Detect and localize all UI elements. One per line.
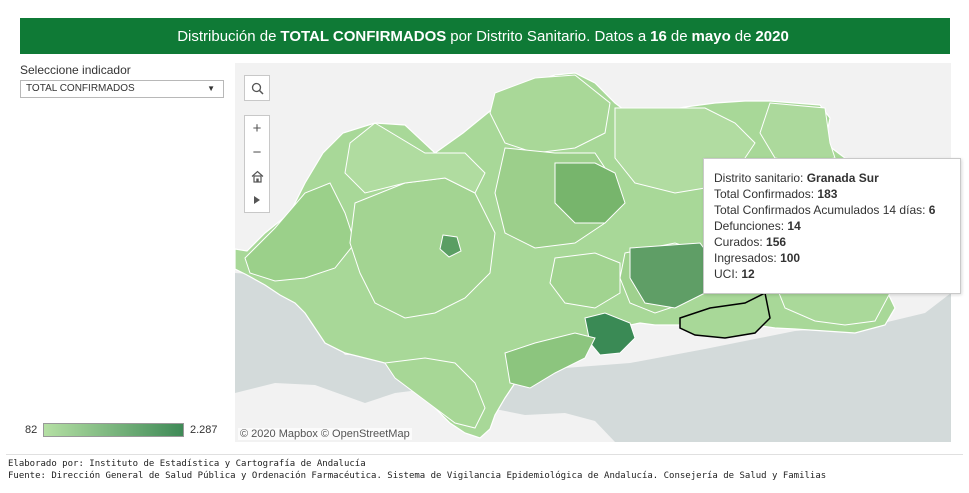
play-icon[interactable] <box>245 188 269 212</box>
district-granada-metro <box>629 242 716 309</box>
indicator-dropdown[interactable]: TOTAL CONFIRMADOS ▼ <box>20 80 224 98</box>
tooltip-def-value: 14 <box>787 219 801 233</box>
tooltip-ing-row: Ingresados: 100 <box>714 250 960 266</box>
district-cordoba-norte <box>489 74 611 154</box>
home-icon[interactable] <box>245 164 269 188</box>
tooltip-ing-label: Ingresados: <box>714 251 777 265</box>
district-granada-sur <box>679 291 771 339</box>
search-icon[interactable] <box>245 76 269 100</box>
footer-source: Fuente: Dirección General de Salud Públi… <box>8 471 827 481</box>
indicator-selector-label: Seleccione indicador <box>20 63 131 77</box>
legend-max-value: 2.287 <box>190 424 218 436</box>
title-year: 2020 <box>755 27 789 45</box>
title-de: de <box>670 27 688 45</box>
district-small-dark <box>439 234 462 258</box>
tooltip-def-row: Defunciones: 14 <box>714 218 960 234</box>
title-day: 16 <box>650 27 667 45</box>
tooltip-acum-label: Total Confirmados Acumulados 14 días: <box>714 203 926 217</box>
tooltip-cur-value: 156 <box>766 235 787 249</box>
tooltip-district-value: Granada Sur <box>806 171 879 185</box>
district-malaga-costa <box>504 332 596 389</box>
dropdown-arrow-icon[interactable]: ▼ <box>207 84 215 93</box>
tooltip-total-value: 183 <box>817 187 838 201</box>
search-control[interactable] <box>244 75 270 101</box>
zoom-controls[interactable]: + − <box>244 115 270 213</box>
tooltip-total-label: Total Confirmados: <box>714 187 815 201</box>
tooltip-uci-value: 12 <box>741 267 755 281</box>
legend-min-value: 82 <box>25 424 38 436</box>
title-month: mayo <box>691 27 731 45</box>
tooltip-district-row: Distrito sanitario: Granada Sur <box>714 170 960 186</box>
district-tooltip: Distrito sanitario: Granada Sur Total Co… <box>703 158 961 294</box>
map-attribution[interactable]: © 2020 Mapbox © OpenStreetMap <box>238 428 412 440</box>
district-cordoba-sur <box>549 252 621 309</box>
tooltip-uci-label: UCI: <box>714 267 738 281</box>
tooltip-def-label: Defunciones: <box>714 219 785 233</box>
tooltip-acum-row: Total Confirmados Acumulados 14 días: 6 <box>714 202 960 218</box>
zoom-out-button[interactable]: − <box>252 143 262 161</box>
color-legend-bar <box>43 423 184 437</box>
district-jaen-norte <box>554 162 626 224</box>
tooltip-ing-value: 100 <box>780 251 801 265</box>
title-de2: de <box>734 27 752 45</box>
tooltip-cur-label: Curados: <box>714 235 763 249</box>
footer-credit: Elaborado por: Instituto de Estadística … <box>8 459 366 469</box>
tooltip-total-row: Total Confirmados: 183 <box>714 186 960 202</box>
tooltip-cur-row: Curados: 156 <box>714 234 960 250</box>
district-cadiz <box>384 357 486 429</box>
title-prefix: Distribución de <box>177 27 277 45</box>
tooltip-acum-value: 6 <box>928 203 936 217</box>
footer-divider <box>6 454 963 455</box>
title-middle: por Distrito Sanitario. Datos a <box>450 27 647 45</box>
title-banner: Distribución de TOTAL CONFIRMADOS por Di… <box>20 18 950 54</box>
land-south <box>235 383 615 442</box>
indicator-dropdown-value: TOTAL CONFIRMADOS <box>26 83 135 94</box>
title-indicator: TOTAL CONFIRMADOS <box>280 27 447 45</box>
district-sevilla-norte <box>344 122 486 194</box>
zoom-in-button[interactable]: + <box>252 119 262 137</box>
tooltip-uci-row: UCI: 12 <box>714 266 960 282</box>
tooltip-district-label: Distrito sanitario: <box>714 171 804 185</box>
